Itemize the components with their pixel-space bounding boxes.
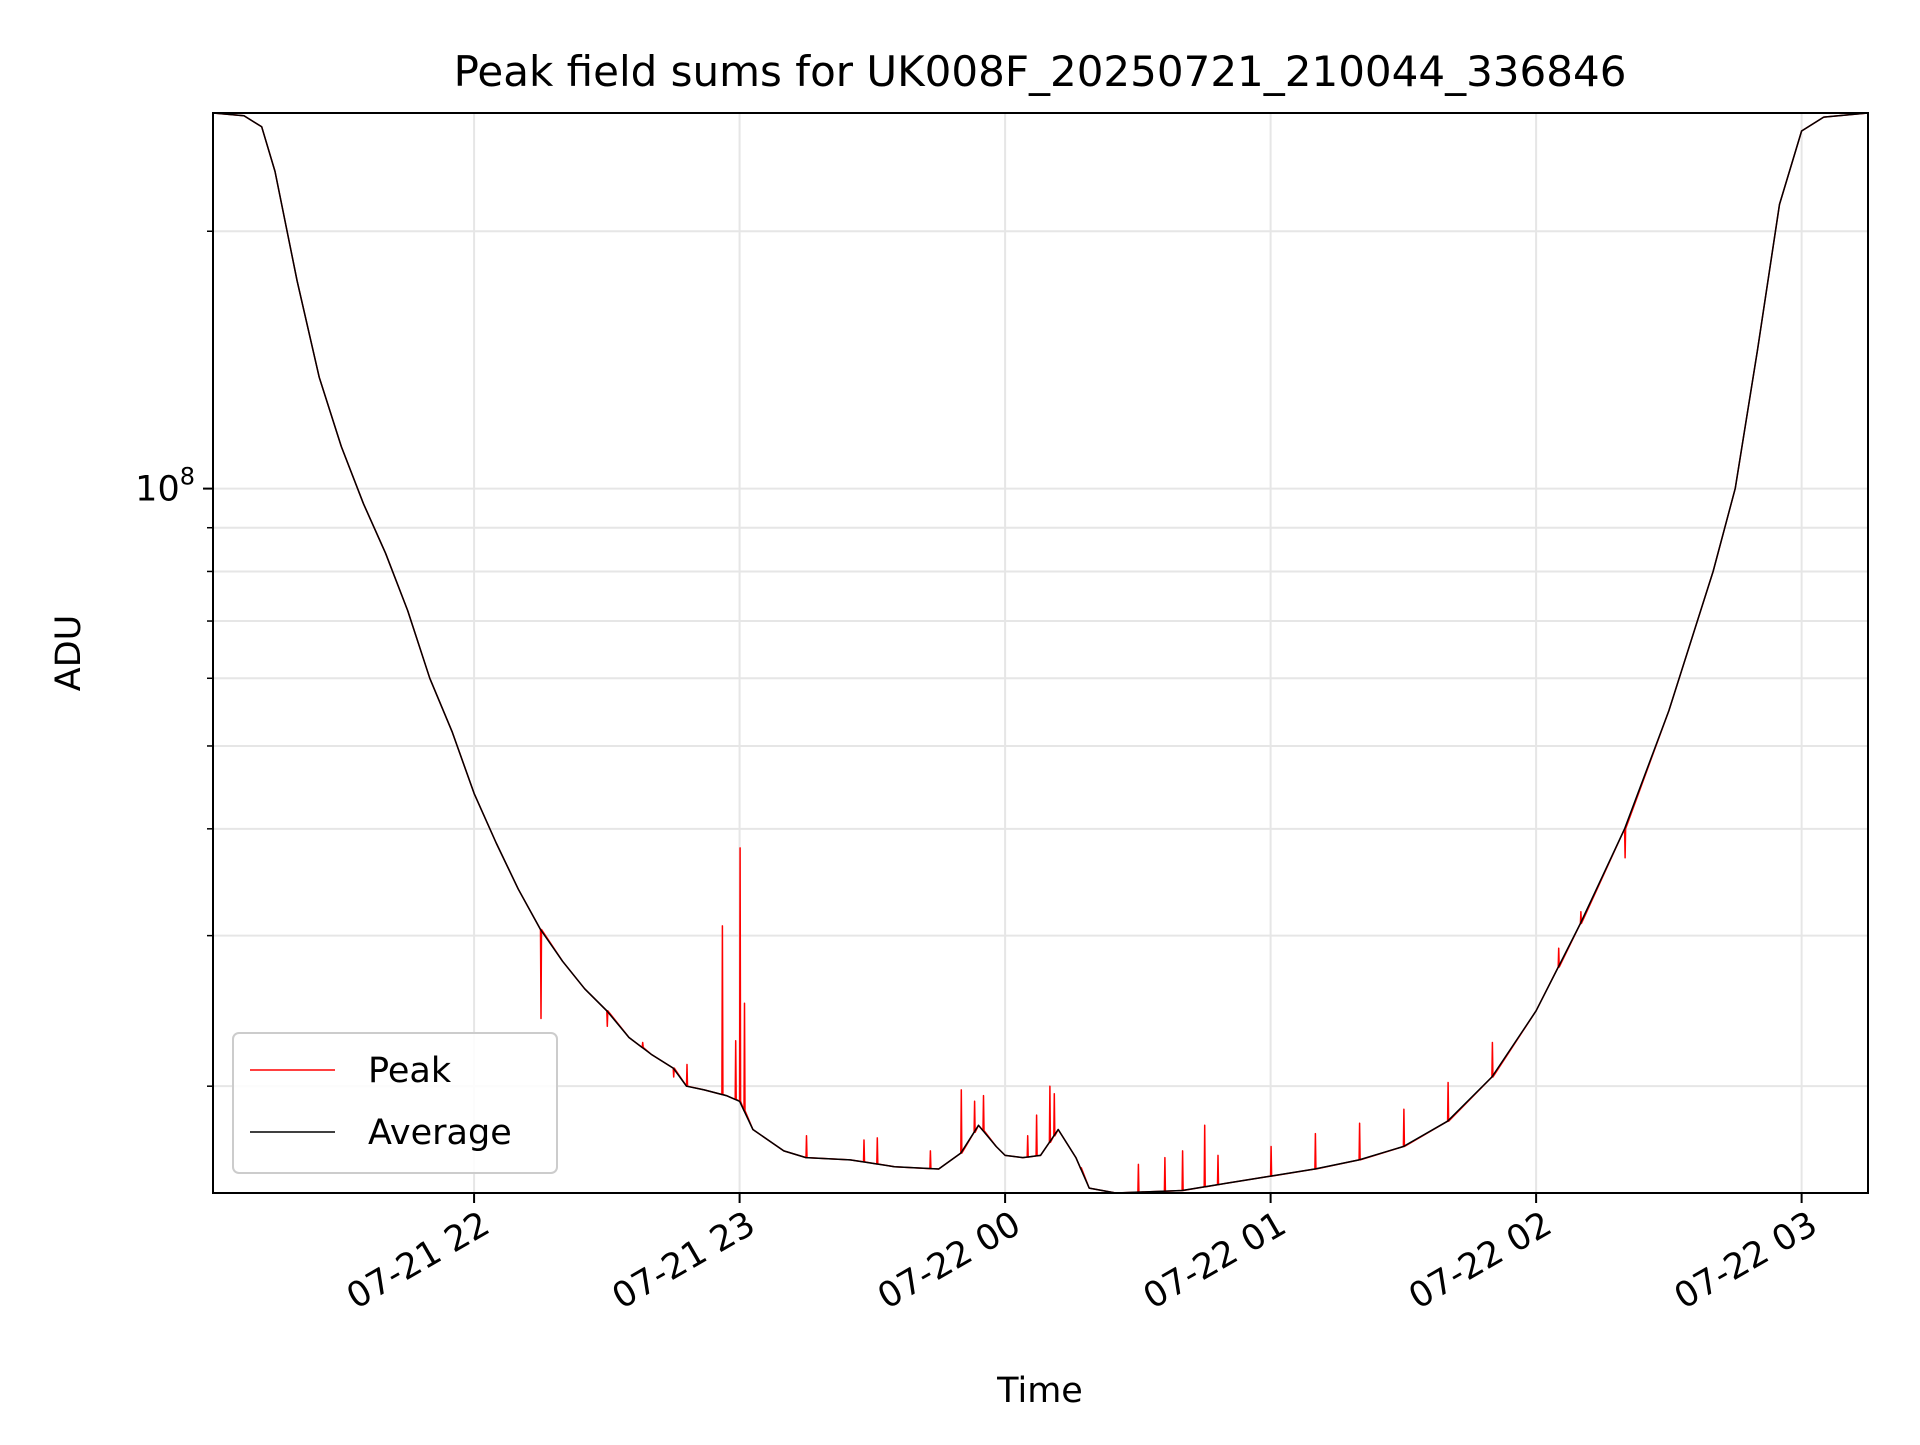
y-tick-label: 108 — [135, 463, 195, 510]
legend-box — [232, 1032, 558, 1174]
series-line-average — [213, 113, 1868, 1193]
legend-label-peak: Peak — [368, 1051, 452, 1091]
chart-title: Peak field sums for UK008F_20250721_2100… — [454, 47, 1627, 96]
plot-frame — [212, 112, 1869, 1194]
legend: Peak Average — [232, 1032, 558, 1174]
grid — [213, 113, 1868, 1193]
y-axis-label: ADU — [49, 615, 89, 692]
legend-label-average: Average — [368, 1113, 512, 1153]
y-tick-label-exponent: 8 — [180, 463, 195, 491]
y-tick-label-base: 10 — [135, 470, 180, 510]
x-axis-label: Time — [996, 1371, 1083, 1411]
plot-area — [213, 113, 1868, 1193]
